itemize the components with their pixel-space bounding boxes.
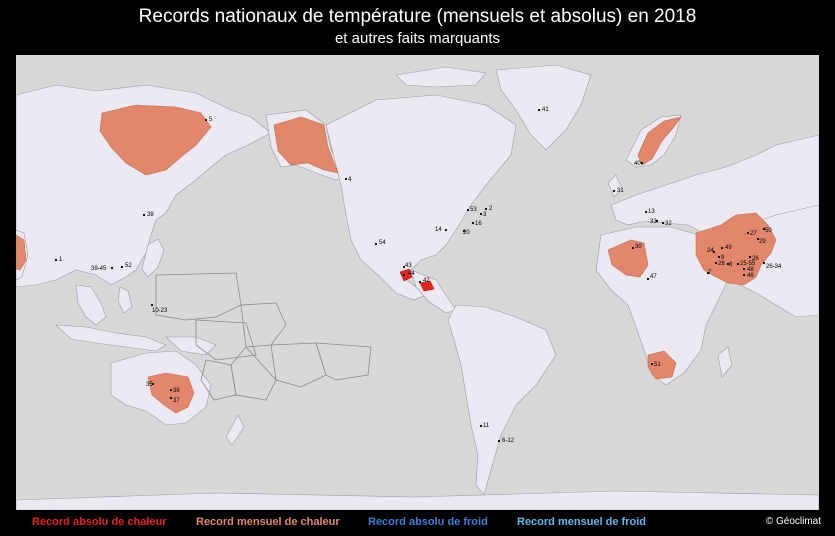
map-label: 52 xyxy=(125,263,132,269)
map-label: 14 xyxy=(435,227,442,233)
map-label: 44 xyxy=(408,271,415,277)
map-title: Records nationaux de température (mensue… xyxy=(138,6,697,27)
map-subtitle: et autres faits marquants xyxy=(334,30,501,47)
map-label: 26-34 xyxy=(766,264,782,270)
legend-abs-heat: Record absolu de chaleur xyxy=(32,516,167,528)
map-label: 24 xyxy=(707,248,714,254)
region-east-asia-edge xyxy=(16,234,27,271)
map-label: 27 xyxy=(750,231,757,237)
land-south-america xyxy=(447,304,557,496)
map-label: 5 xyxy=(209,117,213,123)
map-label: 46 xyxy=(747,273,754,279)
map-label: 33 xyxy=(650,219,657,225)
map-label: 4 xyxy=(348,177,352,183)
map-label: 28 xyxy=(718,261,725,267)
map-label: 47 xyxy=(650,274,657,280)
map-label: 40 xyxy=(634,161,641,167)
land-central-america xyxy=(410,269,457,314)
land-russia-asia xyxy=(16,84,272,288)
map-label: 9 xyxy=(721,255,725,261)
land-new-zealand xyxy=(225,414,245,446)
region-norway xyxy=(637,116,682,166)
map-label: 2 xyxy=(489,206,493,212)
map-label: 35 xyxy=(146,382,153,388)
land-madagascar xyxy=(717,346,733,378)
copyright: © Géoclimat xyxy=(765,516,821,527)
map-label: 7 xyxy=(708,270,712,276)
land-canada-islands xyxy=(395,66,487,88)
map-label: 54 xyxy=(379,240,386,246)
map-label: 8 xyxy=(729,262,733,268)
land-indonesia xyxy=(55,324,167,352)
map-label: 48 xyxy=(747,267,754,273)
region-southern-africa xyxy=(647,350,677,380)
map-label: 39-45 xyxy=(91,266,107,272)
region-east-siberia xyxy=(99,104,212,176)
land-greenland xyxy=(495,64,592,151)
map-label: 53 xyxy=(470,207,477,213)
map-label: 3 xyxy=(483,212,487,218)
world-map: 41 5 4 40 31 38 1 39-45 52 10-23 54 43 4… xyxy=(16,55,819,510)
map-label: 20 xyxy=(463,230,470,236)
map-label: 38 xyxy=(147,212,154,218)
map-label: 32 xyxy=(665,221,672,227)
map-label: 10-23 xyxy=(152,308,168,314)
map-label: 6-12 xyxy=(502,438,515,444)
map-label: 30 xyxy=(635,244,642,250)
map-label: 29 xyxy=(759,239,766,245)
land-japan xyxy=(141,238,165,278)
land-antarctica xyxy=(16,490,819,510)
map-label: 51 xyxy=(654,362,661,368)
map-label: 13 xyxy=(648,209,655,215)
map-label: 49 xyxy=(725,245,732,251)
region-australia-se xyxy=(147,372,195,414)
map-label: 16 xyxy=(475,221,482,227)
monthly-heat-regions xyxy=(16,104,777,414)
map-label: 41 xyxy=(542,107,549,113)
map-label: 31 xyxy=(617,188,624,194)
legend-month-cold: Record mensuel de froid xyxy=(517,516,646,528)
map-label: 11 xyxy=(483,423,490,429)
map-label: 43 xyxy=(405,263,412,269)
map-label: 50 xyxy=(765,228,772,234)
map-label: 36 xyxy=(173,388,180,394)
record-labels: 41 5 4 40 31 38 1 39-45 52 10-23 54 43 4… xyxy=(54,107,782,444)
region-alaska xyxy=(273,116,339,174)
legend-month-heat: Record mensuel de chaleur xyxy=(196,516,340,528)
legend-abs-cold: Record absolu de froid xyxy=(368,516,488,528)
land-uk xyxy=(607,174,623,198)
map-label: 26 xyxy=(752,256,759,262)
map-label: 25-55 xyxy=(740,261,756,267)
map-label: 1 xyxy=(59,257,63,263)
region-algeria xyxy=(607,239,649,278)
region-mexico-south xyxy=(399,268,413,282)
pacific-eez-outlines xyxy=(155,272,372,401)
land-philippines xyxy=(117,286,133,314)
map-label: 37 xyxy=(173,398,180,404)
region-central-america xyxy=(419,280,435,292)
map-label: 42 xyxy=(423,278,430,284)
absolute-heat-regions xyxy=(399,268,435,292)
land-se-asia xyxy=(75,284,107,326)
